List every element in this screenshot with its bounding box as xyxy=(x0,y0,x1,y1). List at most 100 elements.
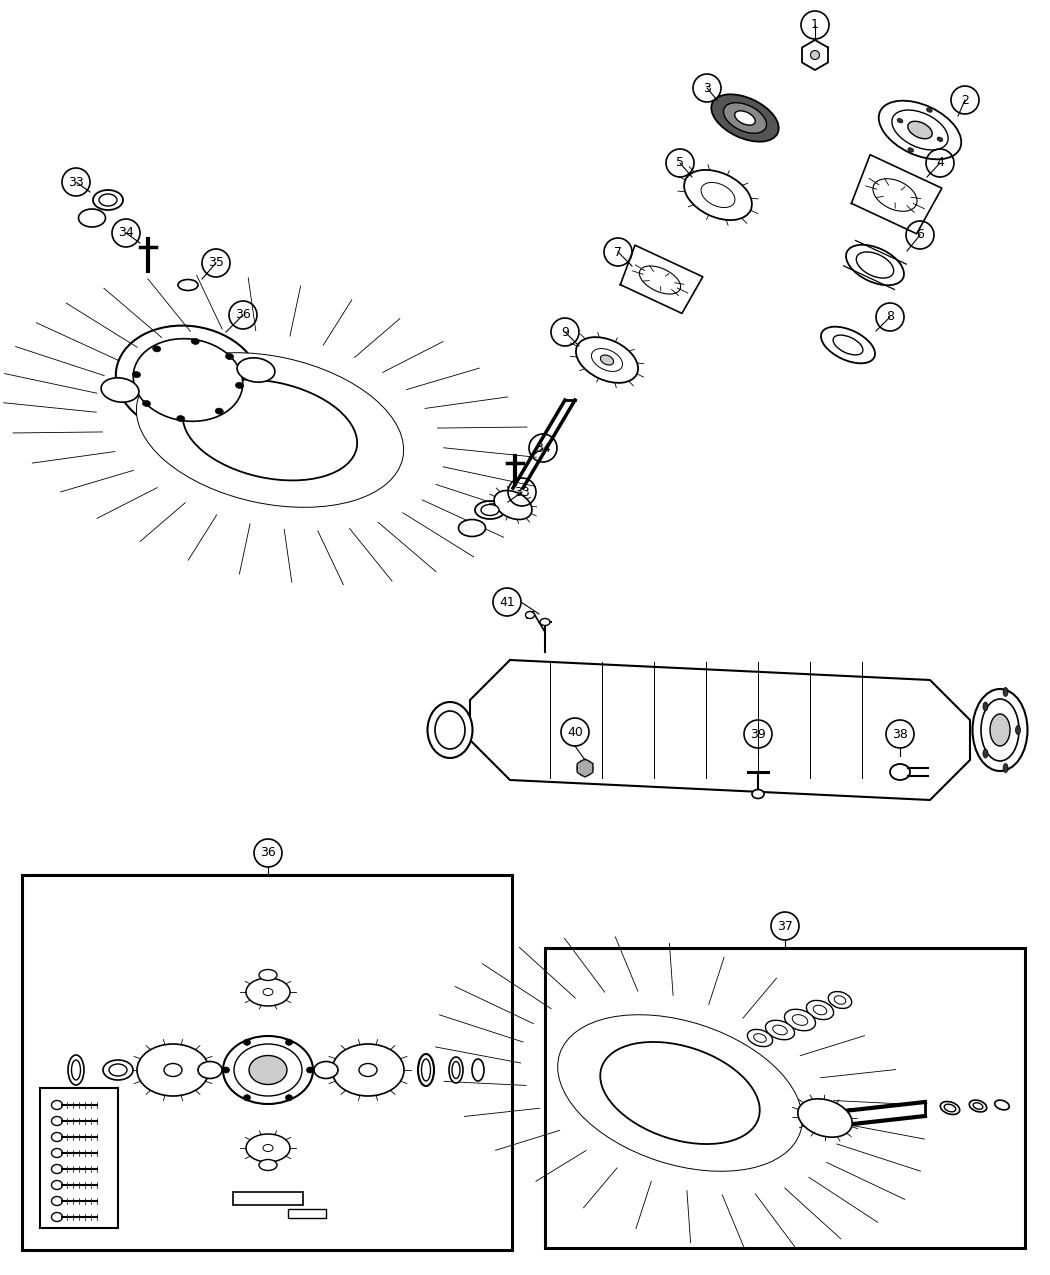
Ellipse shape xyxy=(244,1039,251,1046)
Ellipse shape xyxy=(116,325,260,435)
Ellipse shape xyxy=(237,358,275,382)
Ellipse shape xyxy=(223,1067,230,1074)
Ellipse shape xyxy=(152,346,161,352)
Ellipse shape xyxy=(51,1117,63,1126)
Ellipse shape xyxy=(99,194,117,207)
Ellipse shape xyxy=(421,1060,430,1081)
Ellipse shape xyxy=(234,1044,302,1096)
Text: 35: 35 xyxy=(208,256,224,269)
Ellipse shape xyxy=(828,992,852,1009)
Ellipse shape xyxy=(969,1100,987,1112)
Ellipse shape xyxy=(1003,764,1008,773)
Ellipse shape xyxy=(578,760,593,776)
Ellipse shape xyxy=(286,1095,293,1100)
Text: 5: 5 xyxy=(676,157,684,170)
Ellipse shape xyxy=(784,1010,816,1030)
Polygon shape xyxy=(470,660,970,799)
Bar xyxy=(288,1209,326,1218)
Ellipse shape xyxy=(259,969,277,980)
Text: 7: 7 xyxy=(614,246,622,259)
Ellipse shape xyxy=(575,337,638,382)
Ellipse shape xyxy=(926,108,932,112)
Text: 39: 39 xyxy=(750,728,765,741)
Ellipse shape xyxy=(983,748,988,759)
Ellipse shape xyxy=(481,505,499,515)
Ellipse shape xyxy=(133,339,243,421)
Ellipse shape xyxy=(475,501,505,519)
Ellipse shape xyxy=(198,1062,222,1079)
Text: 1: 1 xyxy=(811,19,819,32)
Ellipse shape xyxy=(798,1099,853,1137)
Ellipse shape xyxy=(972,688,1028,771)
Ellipse shape xyxy=(754,1034,766,1042)
Polygon shape xyxy=(621,245,702,314)
Text: 36: 36 xyxy=(260,847,276,859)
Ellipse shape xyxy=(857,252,894,278)
Text: 34: 34 xyxy=(536,441,551,454)
Ellipse shape xyxy=(601,354,613,365)
Text: 34: 34 xyxy=(118,227,134,240)
Ellipse shape xyxy=(890,764,910,780)
Ellipse shape xyxy=(164,1063,182,1076)
Ellipse shape xyxy=(178,279,198,291)
Polygon shape xyxy=(802,40,828,70)
Ellipse shape xyxy=(558,1015,802,1172)
Ellipse shape xyxy=(495,491,532,519)
Ellipse shape xyxy=(249,1056,287,1085)
Ellipse shape xyxy=(735,111,755,125)
Ellipse shape xyxy=(765,1020,795,1039)
Text: 37: 37 xyxy=(777,919,793,932)
Text: 40: 40 xyxy=(567,725,583,738)
Ellipse shape xyxy=(71,1060,81,1080)
Ellipse shape xyxy=(191,338,200,344)
Ellipse shape xyxy=(359,1063,377,1076)
Ellipse shape xyxy=(103,1060,133,1080)
Text: 33: 33 xyxy=(68,176,84,189)
Ellipse shape xyxy=(286,1039,293,1046)
Ellipse shape xyxy=(136,1044,209,1096)
Ellipse shape xyxy=(51,1149,63,1158)
Ellipse shape xyxy=(908,148,914,152)
Text: 3: 3 xyxy=(704,82,711,94)
Ellipse shape xyxy=(897,119,903,122)
Ellipse shape xyxy=(307,1067,314,1074)
Ellipse shape xyxy=(183,380,357,481)
Ellipse shape xyxy=(944,1104,956,1112)
Ellipse shape xyxy=(937,138,943,142)
Ellipse shape xyxy=(246,1133,290,1162)
Ellipse shape xyxy=(136,353,403,507)
Ellipse shape xyxy=(591,348,623,371)
Ellipse shape xyxy=(879,101,961,159)
Ellipse shape xyxy=(981,699,1018,761)
Ellipse shape xyxy=(51,1100,63,1109)
Ellipse shape xyxy=(1003,687,1008,696)
Text: 38: 38 xyxy=(892,728,908,741)
Ellipse shape xyxy=(723,103,766,134)
Ellipse shape xyxy=(908,121,932,139)
Bar xyxy=(40,1088,118,1228)
Ellipse shape xyxy=(51,1196,63,1205)
Ellipse shape xyxy=(983,703,988,711)
Ellipse shape xyxy=(101,377,139,402)
Ellipse shape xyxy=(51,1181,63,1190)
Ellipse shape xyxy=(262,1145,273,1151)
Ellipse shape xyxy=(246,978,290,1006)
Ellipse shape xyxy=(418,1054,434,1086)
Text: 4: 4 xyxy=(936,157,944,170)
Ellipse shape xyxy=(452,1062,460,1079)
Ellipse shape xyxy=(846,245,904,286)
Ellipse shape xyxy=(223,1037,313,1104)
Ellipse shape xyxy=(79,209,105,227)
Polygon shape xyxy=(852,154,942,233)
Text: 8: 8 xyxy=(886,311,894,324)
Ellipse shape xyxy=(806,1001,834,1020)
Bar xyxy=(22,875,512,1250)
Ellipse shape xyxy=(226,353,233,360)
Ellipse shape xyxy=(684,170,752,221)
Ellipse shape xyxy=(51,1164,63,1173)
Ellipse shape xyxy=(215,408,224,414)
Ellipse shape xyxy=(973,1103,983,1109)
Ellipse shape xyxy=(427,703,472,759)
Ellipse shape xyxy=(262,988,273,996)
Ellipse shape xyxy=(891,110,948,150)
